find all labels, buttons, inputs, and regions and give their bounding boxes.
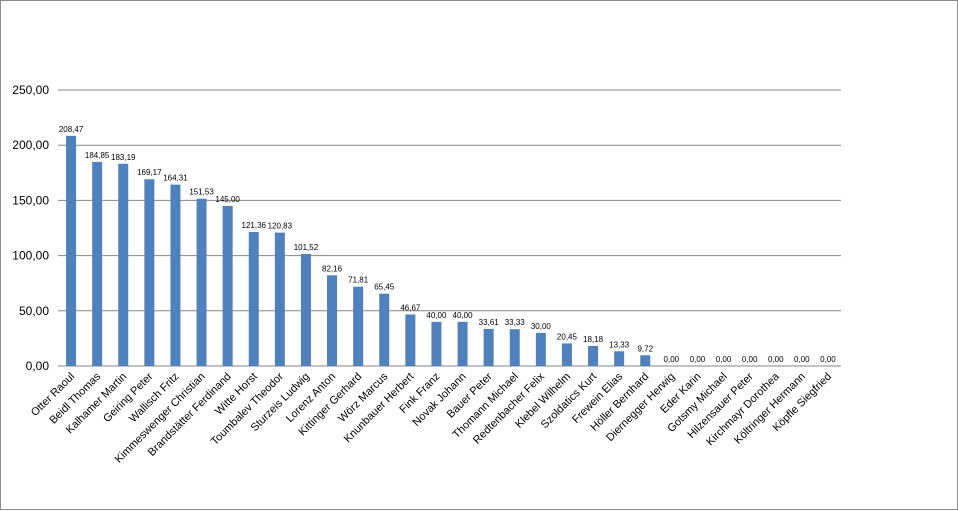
data-label: 30,00: [531, 322, 552, 331]
data-label: 46,67: [400, 303, 421, 312]
bar: [431, 321, 442, 366]
bar: [353, 286, 364, 366]
data-label: 33,61: [479, 318, 500, 327]
data-label: 0,00: [664, 355, 680, 364]
bar: [300, 253, 311, 366]
y-tick-label: 100,00: [12, 249, 49, 263]
bar: [640, 355, 651, 366]
bar: [535, 332, 546, 366]
data-label: 65,45: [374, 283, 395, 292]
y-tick-label: 250,00: [12, 83, 49, 97]
data-label: 164,31: [163, 174, 188, 183]
bar: [92, 161, 103, 366]
data-label: 82,16: [322, 264, 343, 273]
data-label: 40,00: [453, 311, 474, 320]
bars: [66, 135, 651, 366]
data-label: 184,85: [85, 151, 110, 160]
y-tick-label: 50,00: [19, 304, 49, 318]
data-label: 0,00: [742, 355, 758, 364]
bar: [118, 163, 129, 366]
data-label: 9,72: [637, 344, 653, 353]
data-label: 13,33: [609, 340, 630, 349]
bar: [222, 205, 233, 366]
bar: [405, 314, 416, 366]
data-label: 169,17: [137, 168, 162, 177]
data-label: 0,00: [716, 355, 732, 364]
data-label: 183,19: [111, 153, 136, 162]
data-label: 208,47: [59, 125, 84, 134]
data-label: 145,00: [215, 195, 240, 204]
bar: [588, 345, 599, 366]
data-label: 40,00: [426, 311, 447, 320]
data-label: 18,18: [583, 335, 604, 344]
bar: [66, 135, 77, 366]
data-label: 101,52: [294, 243, 319, 252]
bar: [483, 328, 494, 366]
y-tick-label: 150,00: [12, 193, 49, 207]
data-label: 0,00: [794, 355, 810, 364]
y-tick-label: 200,00: [12, 138, 49, 152]
bar: [327, 275, 338, 366]
data-label: 120,83: [268, 222, 293, 231]
y-axis-ticks: 0,00 50,00 100,00 150,00 200,00 250,00: [12, 83, 49, 373]
data-label: 151,53: [189, 188, 214, 197]
data-label: 0,00: [820, 355, 836, 364]
bar: [379, 293, 390, 366]
data-labels: 208,47 184,85 183,19169,17164,31151,53145,…: [59, 125, 836, 364]
data-label: 0,00: [690, 355, 706, 364]
data-label: 71,81: [348, 276, 369, 285]
gridlines: [58, 89, 841, 367]
bar: [274, 232, 285, 366]
bar: [170, 184, 181, 366]
bar: [509, 329, 520, 366]
data-label: 33,33: [505, 318, 526, 327]
bar: [144, 179, 155, 366]
bar: [457, 321, 468, 366]
bar: [614, 351, 625, 366]
bar: [196, 198, 207, 366]
bar: [561, 343, 572, 366]
bar: [248, 232, 259, 366]
data-label: 0,00: [768, 355, 784, 364]
data-label: 20,45: [557, 332, 578, 341]
y-tick-label: 0,00: [26, 359, 50, 373]
data-label: 121,36: [242, 221, 267, 230]
